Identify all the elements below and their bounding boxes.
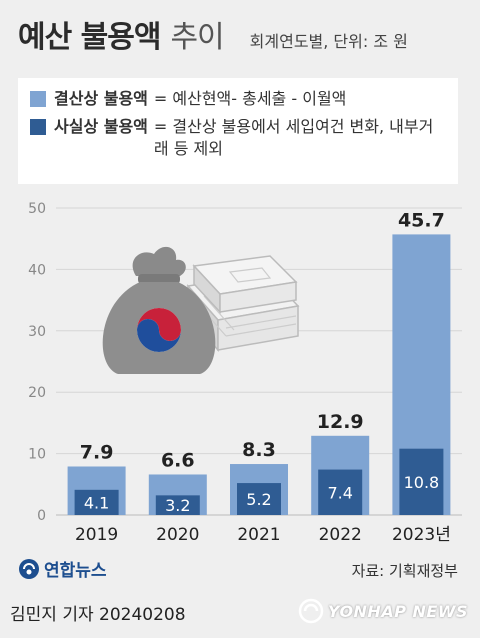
legend-name-actual: 사실상 불용액 bbox=[54, 117, 148, 136]
y-tick-label-50: 50 bbox=[28, 201, 46, 217]
bar-actual-2022 bbox=[318, 469, 363, 515]
data-label-actual-2019: 4.1 bbox=[84, 493, 109, 512]
legend-swatch-settled bbox=[30, 91, 46, 107]
taegeuk-red-icon bbox=[137, 308, 181, 341]
bar-actual-2023년 bbox=[399, 448, 444, 515]
source-label: 자료: 기획재정부 bbox=[351, 562, 458, 580]
byline: 김민지 기자 20240208 bbox=[10, 605, 186, 625]
money-bag-illustration bbox=[102, 246, 300, 374]
unit-label: 회계연도별, 단위: 조 원 bbox=[249, 32, 408, 51]
legend-item-actual: 사실상 불용액 = 결산상 불용에서 세입여건 변화, 내부거래 등 제외 bbox=[30, 116, 446, 160]
x-tick-label-2020: 2020 bbox=[156, 525, 199, 545]
yonhap-logo-text: 연합뉴스 bbox=[44, 561, 107, 581]
bars bbox=[67, 234, 451, 515]
yonhap-logo: 연합뉴스 bbox=[18, 556, 107, 581]
watermark-logo-icon bbox=[298, 598, 324, 624]
yonhap-logo-icon bbox=[19, 558, 39, 579]
x-tick-label-2019: 2019 bbox=[75, 525, 118, 545]
data-label-actual-2022: 7.4 bbox=[327, 483, 352, 502]
watermark-text: YONHAP NEWS bbox=[327, 601, 468, 621]
data-label-settled-2022: 12.9 bbox=[317, 411, 364, 433]
watermark: YONHAP NEWS bbox=[298, 598, 468, 624]
legend-definition-settled: = 예산현액- 총세출 - 이월액 bbox=[153, 89, 347, 108]
y-tick-label-20: 20 bbox=[28, 385, 46, 401]
title-row: 예산 불용액 추이 회계연도별, 단위: 조 원 bbox=[18, 12, 408, 62]
y-tick-label-0: 0 bbox=[37, 508, 46, 524]
legend-item-settled: 결산상 불용액 = 예산현액- 총세출 - 이월액 bbox=[30, 88, 446, 110]
data-labels: 7.9 4.1 6.6 3.2 8.3 5.2 12.9 7.4 45.7 10.8 bbox=[80, 209, 445, 515]
data-label-settled-2021: 8.3 bbox=[242, 439, 276, 461]
bar-actual-2021 bbox=[237, 483, 281, 515]
y-tick-label-10: 10 bbox=[28, 447, 46, 463]
data-label-settled-2019: 7.9 bbox=[80, 441, 114, 463]
chart-title: 예산 불용액 bbox=[18, 20, 161, 55]
money-bag-icon bbox=[102, 246, 216, 374]
data-label-actual-2023년: 10.8 bbox=[404, 473, 440, 492]
x-axis: 2019 2020 2021 2022 2023년 bbox=[75, 525, 451, 545]
bar-chart: 0 10 20 30 40 50 7.9 4.1 6.6 3.2 8.3 5.2 12.9 7.4 45.… bbox=[28, 201, 462, 545]
x-tick-label-2021: 2021 bbox=[237, 525, 280, 545]
bar-actual-2019 bbox=[74, 489, 119, 515]
data-label-actual-2020: 3.2 bbox=[165, 496, 190, 515]
taegeuk-blue-icon bbox=[137, 319, 181, 352]
legend-name-settled: 결산상 불용액 bbox=[54, 89, 148, 108]
data-label-settled-2020: 6.6 bbox=[161, 449, 195, 471]
y-tick-label-30: 30 bbox=[28, 324, 46, 340]
chart-subtitle: 추이 bbox=[170, 20, 224, 55]
y-tick-label-40: 40 bbox=[28, 262, 46, 278]
x-tick-label-2022: 2022 bbox=[319, 525, 362, 545]
x-tick-label-2023년: 2023년 bbox=[392, 525, 451, 545]
legend: 결산상 불용액 = 예산현액- 총세출 - 이월액 사실상 불용액 = 결산상 … bbox=[18, 78, 458, 184]
legend-definition-actual: = 결산상 불용에서 세입여건 변화, 내부거래 등 제외 bbox=[153, 117, 434, 158]
data-label-actual-2021: 5.2 bbox=[246, 490, 271, 509]
legend-swatch-actual bbox=[30, 119, 46, 135]
bar-actual-2020 bbox=[155, 495, 200, 515]
data-label-settled-2023년: 45.7 bbox=[398, 209, 445, 231]
